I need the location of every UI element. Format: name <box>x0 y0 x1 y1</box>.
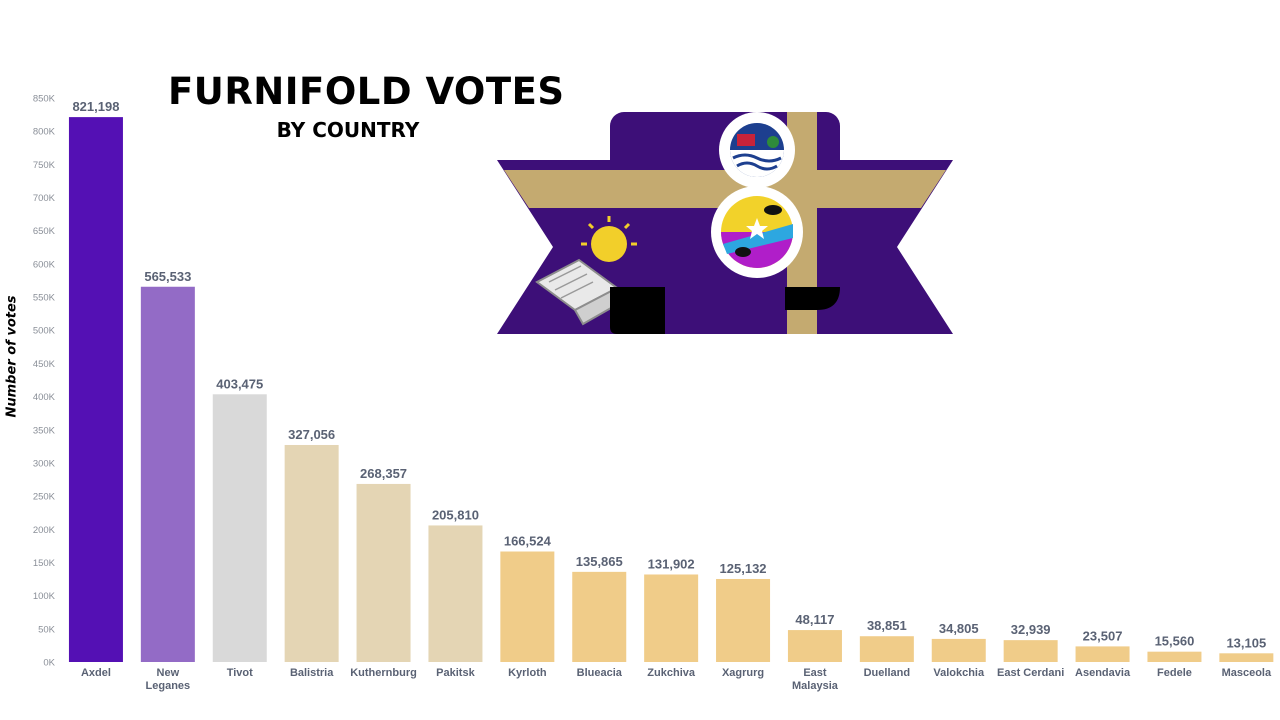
furnifold-emblem <box>497 112 953 334</box>
bar-value-label: 135,865 <box>576 554 623 569</box>
value-labels: 821,198 565,533 403,475 327,056 268,357 205,8… <box>72 99 1266 650</box>
bar <box>1075 646 1130 662</box>
bar <box>68 117 123 663</box>
x-tick-label: Fedele <box>1157 667 1192 679</box>
bar-value-label: 565,533 <box>144 269 191 284</box>
bar <box>716 578 771 662</box>
bar <box>140 286 195 662</box>
bar <box>859 636 914 662</box>
bar-value-label: 166,524 <box>504 534 552 549</box>
emblem-scroll-left <box>610 287 665 334</box>
x-tick-label: Xagrurg <box>722 667 764 679</box>
bar-value-label: 34,805 <box>939 621 979 636</box>
y-axis: 0K 50K 100K 150K 200K 250K 300K 350K 400K 450K 500… <box>33 94 56 669</box>
y-tick-label: 0K <box>43 658 55 669</box>
y-tick-label: 650K <box>33 226 56 237</box>
y-tick-label: 450K <box>33 359 56 370</box>
x-tick-label: Asendavia <box>1075 667 1131 679</box>
bar <box>500 551 555 662</box>
y-tick-label: 600K <box>33 259 56 270</box>
sun-icon <box>581 216 637 262</box>
emblem-scroll-right <box>785 287 840 310</box>
bar <box>284 444 339 662</box>
x-tick-label: Kyrloth <box>508 667 547 679</box>
x-tick-label: Pakitsk <box>436 667 475 679</box>
bar-value-label: 38,851 <box>867 618 907 633</box>
chart-subtitle: BY COUNTRY <box>276 118 420 142</box>
x-tick-label: Blueacia <box>577 667 623 679</box>
x-tick-label: Zukchiva <box>647 667 696 679</box>
y-tick-label: 100K <box>33 591 56 602</box>
bar <box>931 638 986 662</box>
x-tick-label: East Malaysia <box>792 667 839 692</box>
bars <box>68 117 1274 663</box>
bar-value-label: 32,939 <box>1011 622 1051 637</box>
bar <box>1219 653 1274 662</box>
bar <box>644 574 699 662</box>
x-tick-label: Duelland <box>864 667 910 679</box>
bar-value-label: 48,117 <box>795 612 834 627</box>
y-tick-label: 150K <box>33 558 56 569</box>
bar <box>787 630 842 662</box>
y-tick-label: 250K <box>33 492 56 503</box>
bar <box>1003 640 1058 662</box>
x-tick-label: East Cerdani <box>997 667 1064 679</box>
bar-value-label: 15,560 <box>1155 634 1195 649</box>
x-tick-label: Axdel <box>81 667 111 679</box>
bar <box>428 525 483 662</box>
bar-value-label: 131,902 <box>648 556 695 571</box>
upper-flag-disc <box>730 123 784 177</box>
y-tick-label: 500K <box>33 326 56 337</box>
x-tick-label: New Leganes <box>146 667 191 692</box>
y-tick-label: 800K <box>33 127 56 138</box>
lower-flag-disc <box>721 196 793 268</box>
x-axis-labels: Axdel New Leganes Tivot Balistria Kuthernburg… <box>81 667 1272 692</box>
bar <box>356 483 411 662</box>
bar <box>1147 651 1202 662</box>
x-tick-label: Tivot <box>227 667 253 679</box>
y-tick-label: 300K <box>33 458 56 469</box>
chart-title: FURNIFOLD VOTES <box>168 70 565 113</box>
bar-value-label: 125,132 <box>720 561 767 576</box>
bar-value-label: 13,105 <box>1226 635 1266 650</box>
y-tick-label: 50K <box>38 624 56 635</box>
y-tick-label: 750K <box>33 160 56 171</box>
bar-value-label: 821,198 <box>72 99 119 114</box>
y-axis-title: Number of votes <box>4 295 20 418</box>
bar-value-label: 205,810 <box>432 507 479 522</box>
bar <box>572 571 627 662</box>
x-tick-label: Kuthernburg <box>350 667 417 679</box>
y-tick-label: 400K <box>33 392 56 403</box>
number-eight-icon <box>711 112 803 278</box>
x-tick-label: Balistria <box>290 667 334 679</box>
bar-value-label: 403,475 <box>216 376 263 391</box>
emblem-gold-band <box>504 170 946 208</box>
y-tick-label: 200K <box>33 525 56 536</box>
y-tick-label: 700K <box>33 193 56 204</box>
y-tick-label: 850K <box>33 94 56 105</box>
bar <box>212 394 267 662</box>
y-tick-label: 550K <box>33 293 56 304</box>
bar-value-label: 327,056 <box>288 427 335 442</box>
x-tick-label: Valokchia <box>933 667 985 679</box>
bar-value-label: 23,507 <box>1083 628 1123 643</box>
x-tick-label: Masceola <box>1222 667 1272 679</box>
bar-value-label: 268,357 <box>360 466 407 481</box>
y-tick-label: 350K <box>33 425 56 436</box>
